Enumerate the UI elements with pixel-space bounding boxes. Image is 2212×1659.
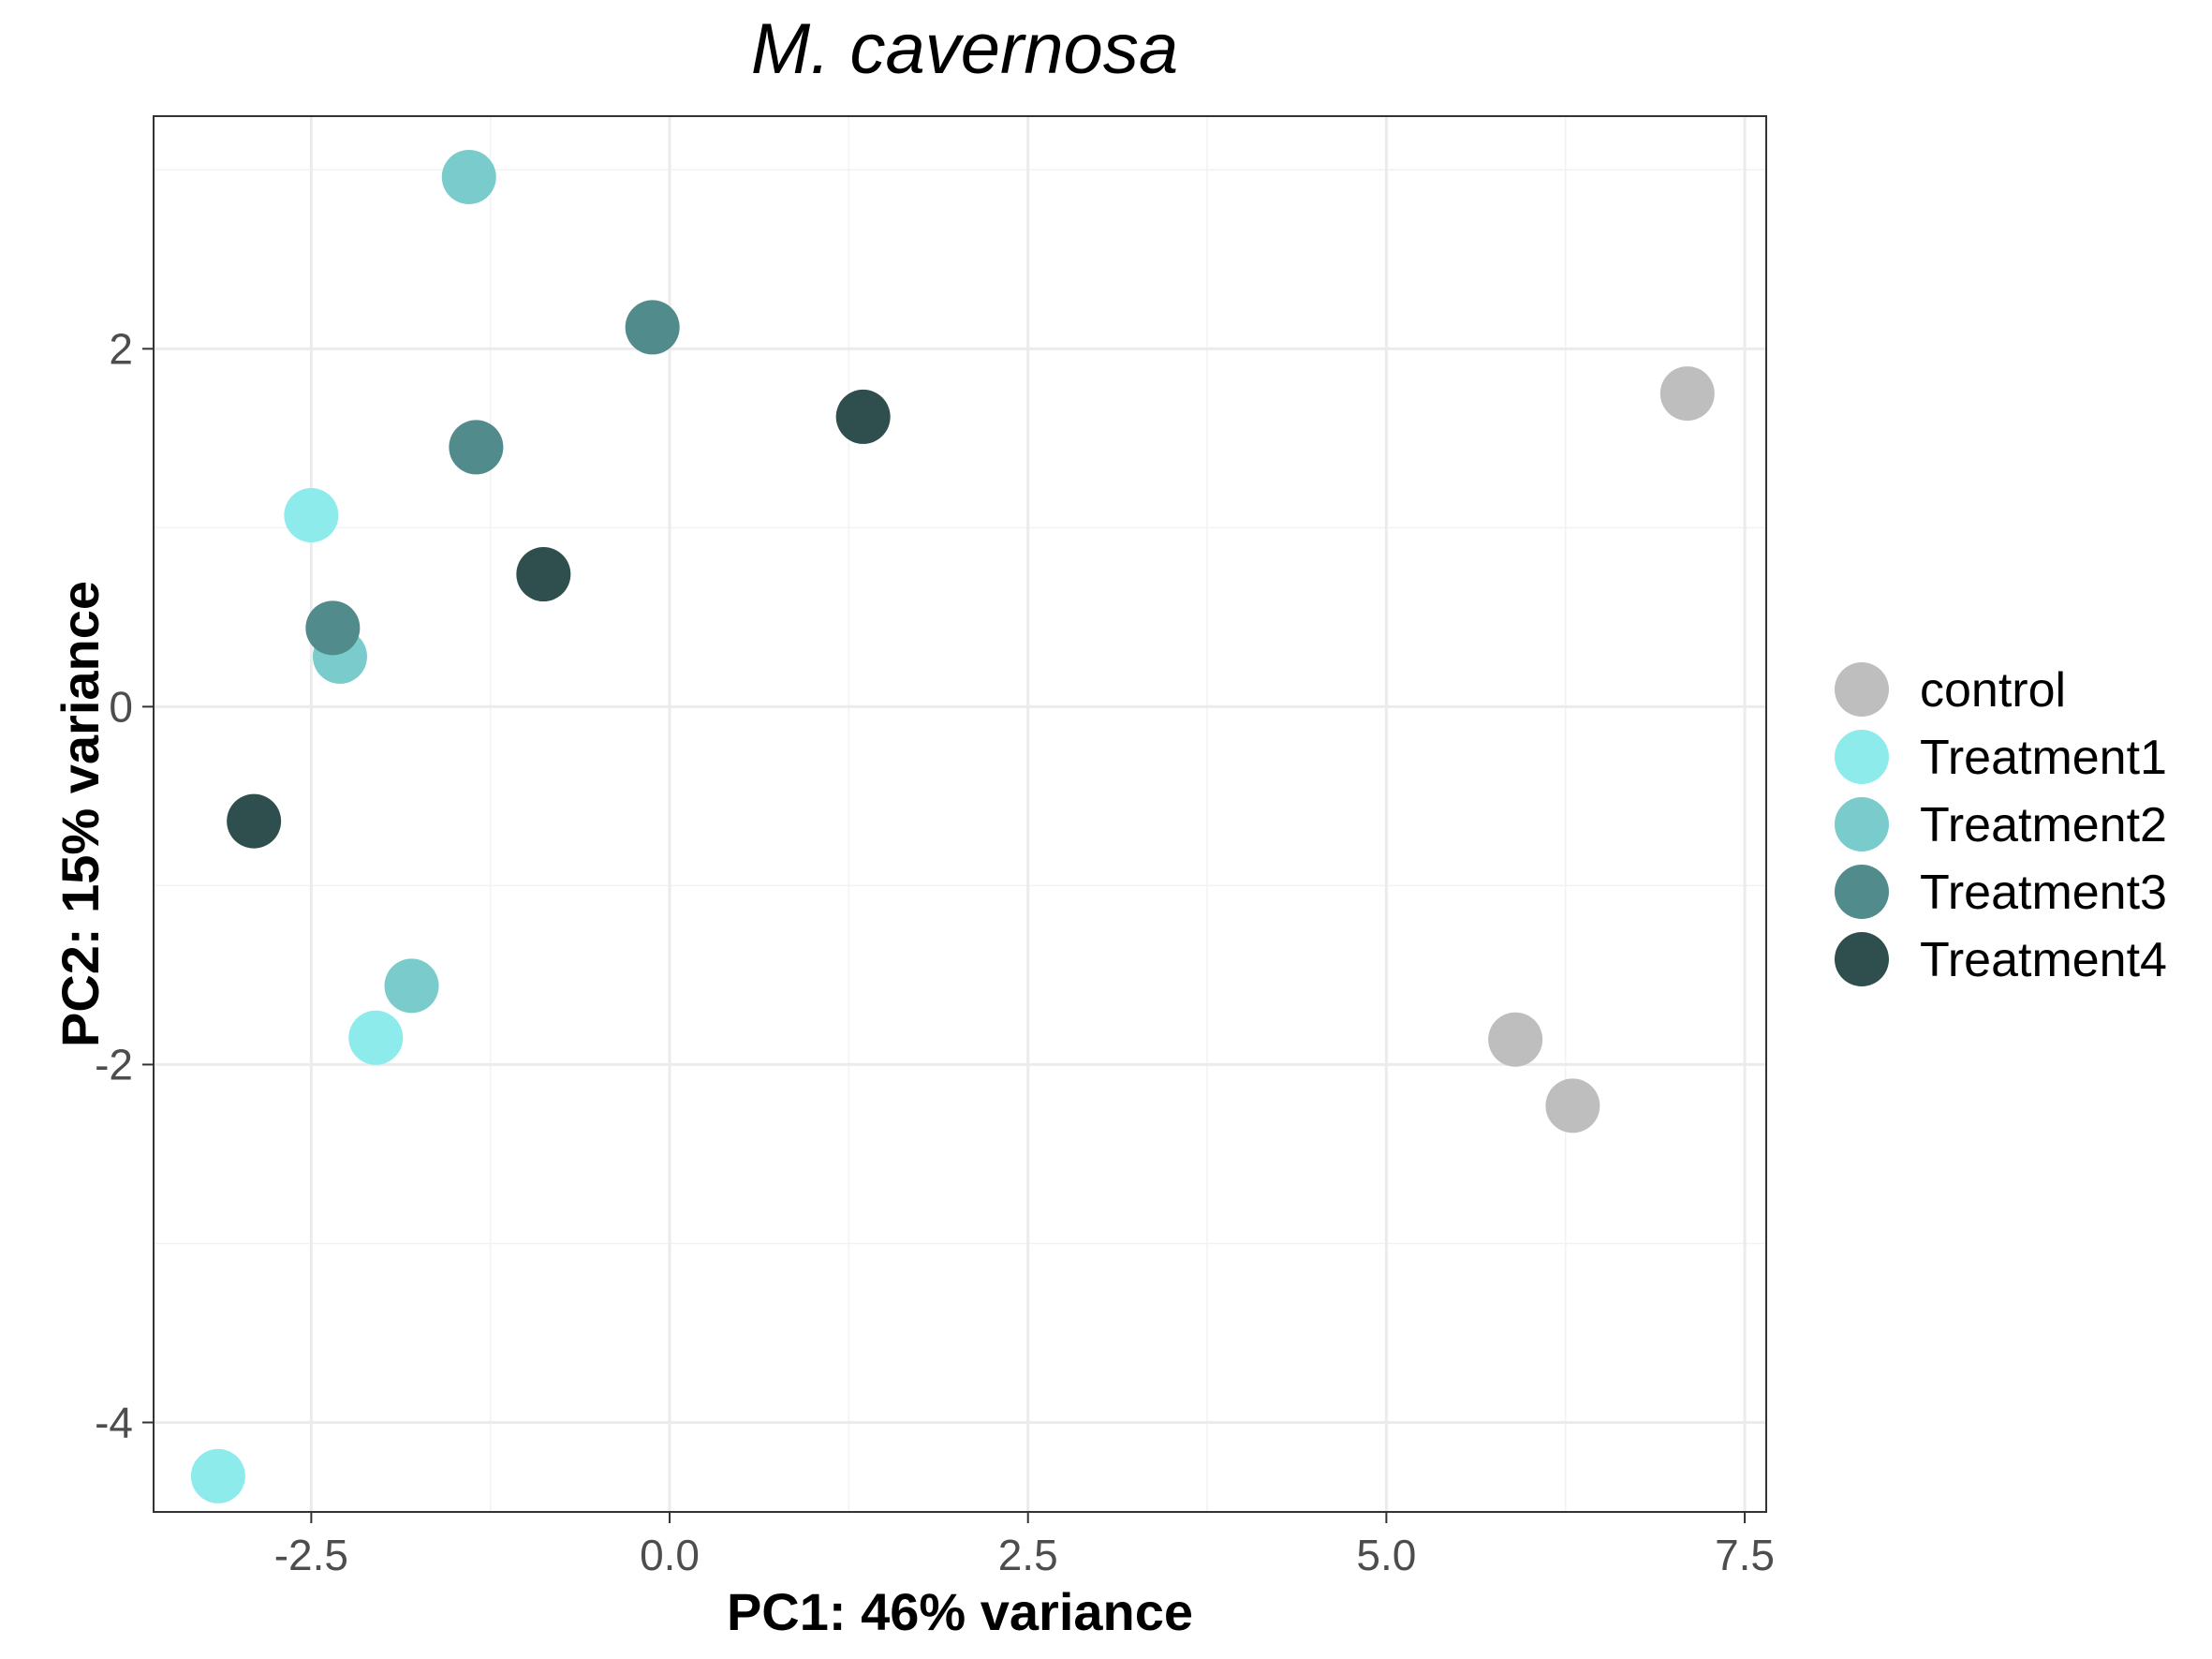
point-treatment1 [284,487,339,542]
grid-lines [154,116,1766,1512]
legend-label-treatment2: Treatment2 [1920,798,2167,852]
legend: control Treatment1 Treatment2 Treatment3 Tre… [1835,662,2167,987]
legend-key-treatment1 [1835,730,1889,784]
data-points [190,149,1715,1503]
y-axis-title: PC2: 15% variance [51,581,110,1047]
x-tick-label: 7.5 [1715,1531,1775,1579]
y-tick-label: 0 [109,682,133,731]
point-treatment3 [305,600,361,656]
y-tick-label: -4 [95,1398,133,1446]
point-treatment4 [516,547,571,602]
x-axis-title: PC1: 46% variance [727,1582,1193,1641]
legend-label-treatment3: Treatment3 [1920,866,2167,920]
x-tick-label: 0.0 [640,1531,700,1579]
legend-key-control [1835,662,1889,717]
point-treatment3 [449,420,504,475]
y-tick-label: -2 [95,1040,133,1089]
plot-panel-border [153,115,1767,1513]
x-tick-label: -2.5 [274,1531,348,1579]
point-treatment2 [441,149,496,204]
point-control [1488,1012,1543,1067]
x-tick-label: 5.0 [1356,1531,1416,1579]
point-treatment2 [384,958,439,1014]
point-treatment4 [835,389,891,444]
point-treatment3 [625,300,680,355]
legend-key-treatment3 [1835,865,1889,919]
legend-key-treatment4 [1835,932,1889,986]
legend-label-treatment1: Treatment1 [1920,731,2167,785]
legend-key-treatment2 [1835,797,1889,852]
legend-label-treatment4: Treatment4 [1920,933,2167,987]
point-control [1659,366,1715,422]
point-treatment4 [227,793,282,849]
point-control [1545,1078,1600,1133]
chart-title: M. cavernosa [751,9,1178,89]
legend-label-control: control [1920,663,2066,718]
point-treatment1 [348,1010,404,1065]
point-treatment1 [190,1448,245,1503]
y-tick-label: 2 [109,324,133,373]
x-tick-label: 2.5 [998,1531,1058,1579]
axes: -2.5 0.0 2.5 5.0 7.5 -4 -2 0 2 [95,324,1775,1579]
